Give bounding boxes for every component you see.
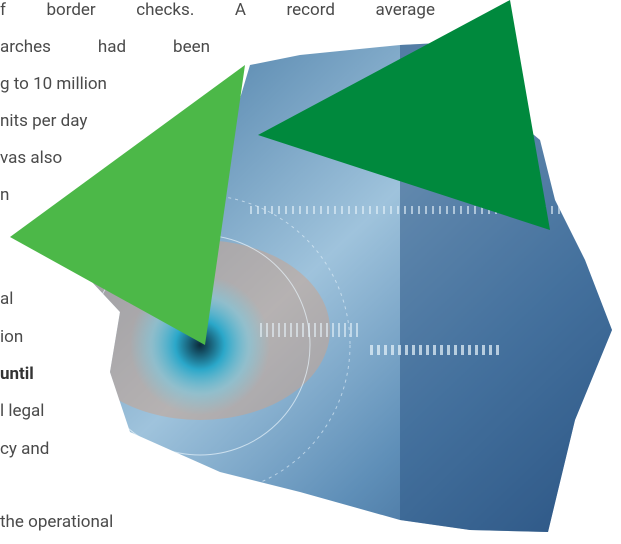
text-line: cy and [0, 439, 50, 459]
dark-green-triangle [258, 0, 550, 230]
text-line: al [0, 289, 14, 309]
text-line: until [0, 364, 34, 384]
text-line: ion [0, 327, 24, 347]
text-line: f border checks. A record average [0, 0, 435, 20]
text-line: the operational [0, 512, 114, 532]
text-line: arches had been [0, 37, 210, 57]
text-line: vas also [0, 148, 63, 168]
text-line: l legal [0, 401, 45, 421]
text-line: nits per day [0, 111, 88, 131]
text-line: n [0, 185, 10, 205]
text-line: g to 10 million [0, 74, 107, 94]
light-green-triangle [10, 65, 245, 345]
